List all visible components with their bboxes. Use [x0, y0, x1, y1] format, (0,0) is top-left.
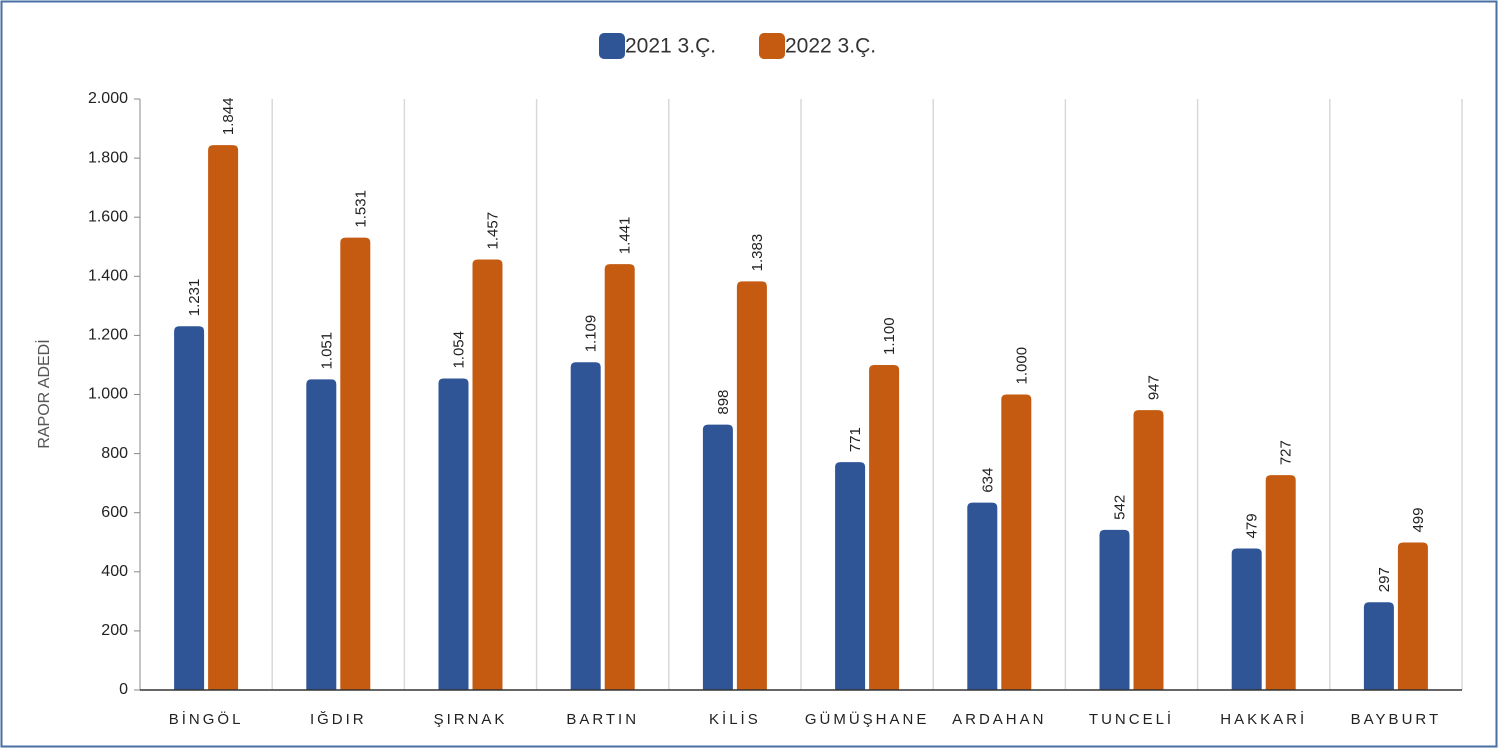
y-tick-label: 1.000 — [88, 386, 128, 403]
x-tick-label: GÜMÜŞHANE — [805, 710, 930, 728]
bar — [869, 364, 900, 690]
y-axis-label: RAPOR ADEDİ — [34, 339, 53, 448]
data-label: 479 — [1244, 513, 1261, 538]
x-tick-label: HAKKARİ — [1220, 710, 1307, 728]
data-label: 947 — [1145, 375, 1162, 400]
y-tick-label: 1.200 — [88, 327, 128, 344]
data-label: 1.051 — [318, 332, 335, 370]
y-tick-label: 600 — [101, 504, 128, 521]
data-label: 898 — [715, 390, 732, 415]
data-label: 1.054 — [450, 331, 467, 369]
x-tick-label: ŞIRNAK — [434, 711, 508, 728]
bar — [604, 264, 635, 690]
y-tick-label: 1.800 — [88, 149, 128, 166]
legend-swatch — [759, 33, 785, 59]
y-tick-label: 1.400 — [88, 268, 128, 285]
data-label: 634 — [979, 468, 996, 493]
data-label: 1.441 — [617, 217, 634, 255]
x-tick-label: BİNGÖL — [169, 710, 244, 728]
x-tick-label: IĞDIR — [310, 711, 367, 728]
y-tick-label: 2.000 — [88, 90, 128, 107]
bar — [835, 462, 866, 690]
legend-swatch — [599, 33, 625, 59]
y-tick-label: 200 — [101, 622, 128, 639]
bar — [438, 378, 469, 690]
legend-label: 2022 3.Ç. — [785, 35, 876, 58]
y-tick-label: 800 — [101, 445, 128, 462]
y-tick-label: 1.600 — [88, 208, 128, 225]
x-tick-label: ARDAHAN — [952, 711, 1046, 728]
data-label: 771 — [847, 427, 864, 452]
x-tick-label: TUNCELİ — [1089, 710, 1174, 728]
data-label: 1.231 — [186, 279, 203, 317]
legend-label: 2021 3.Ç. — [625, 35, 716, 58]
bar — [472, 259, 503, 690]
x-tick-label: BAYBURT — [1351, 711, 1441, 728]
x-tick-label: KİLİS — [709, 710, 761, 728]
data-label: 1.531 — [352, 190, 369, 228]
data-label: 1.844 — [220, 98, 237, 136]
data-label: 727 — [1278, 440, 1295, 465]
bar — [736, 281, 767, 690]
bar — [1397, 542, 1428, 690]
bar — [1265, 475, 1296, 690]
y-tick-label: 0 — [119, 681, 128, 698]
bar — [1133, 410, 1164, 690]
data-label: 1.457 — [484, 212, 501, 250]
data-label: 1.109 — [583, 315, 600, 353]
bar — [702, 424, 733, 690]
data-label: 1.000 — [1013, 347, 1030, 385]
data-label: 542 — [1111, 495, 1128, 520]
bar — [306, 379, 337, 690]
data-label: 1.383 — [749, 234, 766, 272]
data-label: 297 — [1376, 567, 1393, 592]
y-tick-label: 400 — [101, 563, 128, 580]
bar — [570, 362, 601, 690]
bar — [208, 145, 239, 690]
data-label: 1.100 — [881, 317, 898, 355]
bar — [1001, 394, 1032, 690]
bar — [1231, 548, 1262, 690]
data-label: 499 — [1410, 508, 1427, 533]
bar — [174, 326, 205, 690]
bar — [1363, 602, 1394, 690]
bar — [1099, 529, 1130, 690]
bar — [340, 237, 371, 691]
bar — [967, 502, 998, 690]
x-tick-label: BARTIN — [566, 711, 639, 728]
